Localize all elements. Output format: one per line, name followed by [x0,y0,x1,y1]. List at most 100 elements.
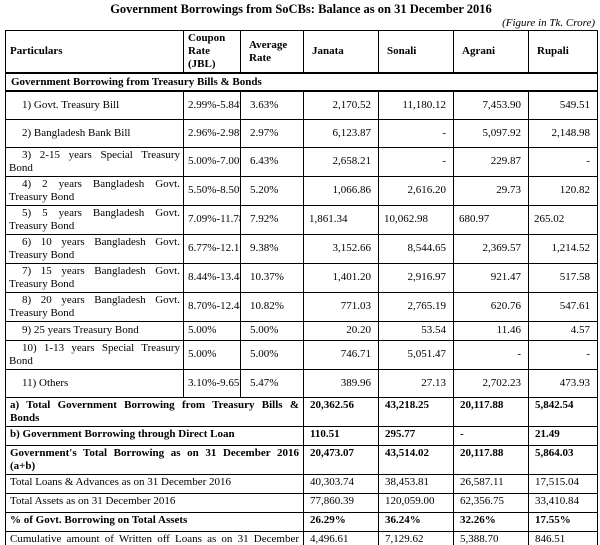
average-rate-value: 10.37% [240,262,304,293]
janata-value: 26.29% [303,511,379,532]
agrani-value: 680.97 [453,204,529,235]
janata-value: 110.51 [303,425,379,446]
row-label: 2) Bangladesh Bank Bill [5,118,184,148]
coupon-rate-value: 5.00%-7.00% [183,146,241,177]
total-treasury-row: a) Total Government Borrowing from Treas… [5,396,598,427]
total-assets-row: Total Assets as on 31 December 2016 77,8… [5,492,598,513]
percent-borrowing-row: % of Govt. Borrowing on Total Assets 26.… [5,511,598,532]
average-rate-value: 5.47% [240,368,304,398]
col-header-sonali: Sonali [378,30,454,74]
agrani-value: - [453,339,529,370]
average-rate-value: 5.00% [240,339,304,370]
table-row: 6) 10 years Bangladesh Govt. Treasury Bo… [5,233,598,264]
row-label: Total Assets as on 31 December 2016 [5,492,304,513]
average-rate-value: 3.63% [240,90,304,120]
rupali-value: 2,148.98 [528,118,598,148]
col-header-janata: Janata [303,30,379,74]
table-row: 11) Others 3.10%-9.65% 5.47% 389.96 27.1… [5,368,598,398]
sonali-value: 38,453.81 [378,473,454,494]
total-loans-row: Total Loans & Advances as on 31 December… [5,473,598,494]
agrani-value: 62,356.75 [453,492,529,513]
janata-value: 746.71 [303,339,379,370]
janata-value: 771.03 [303,291,379,322]
header-row: Particulars Coupon Rate (JBL) Average Ra… [5,30,598,74]
agrani-value: 20,117.88 [453,444,529,475]
coupon-rate-value: 8.70%-12.48% [183,291,241,322]
average-rate-value: 6.43% [240,146,304,177]
table-row: 9) 25 years Treasury Bond 5.00% 5.00% 20… [5,320,598,341]
table-row: 10) 1-13 years Special Treasury Bond 5.0… [5,339,598,370]
table-row: 7) 15 years Bangladesh Govt. Treasury Bo… [5,262,598,293]
row-label: Government's Total Borrowing as on 31 De… [5,444,304,475]
sonali-value: 10,062.98 [378,204,454,235]
col-header-coupon-rate: Coupon Rate (JBL) [183,30,241,74]
janata-value: 2,658.21 [303,146,379,177]
agrani-value: 32.26% [453,511,529,532]
written-off-loans-row: Cumulative amount of Written off Loans a… [5,530,598,545]
agrani-value: 5,388.70 [453,530,529,545]
janata-value: 40,303.74 [303,473,379,494]
sonali-value: 2,616.20 [378,175,454,206]
table-row: 5) 5 years Bangladesh Govt. Treasury Bon… [5,204,598,235]
sonali-value: 8,544.65 [378,233,454,264]
page-title: Government Borrowings from SoCBs: Balanc… [110,2,492,16]
rupali-value: 4.57 [528,320,598,341]
average-rate-value: 2.97% [240,118,304,148]
coupon-rate-value: 5.00% [183,339,241,370]
coupon-rate-value: 3.10%-9.65% [183,368,241,398]
col-header-average-rate: Average Rate [240,30,304,74]
coupon-rate-value: 6.77%-12.16% [183,233,241,264]
row-label: 1) Govt. Treasury Bill [5,90,184,120]
row-label: 11) Others [5,368,184,398]
sonali-value: - [378,118,454,148]
col-header-agrani: Agrani [453,30,529,74]
sonali-value: 27.13 [378,368,454,398]
agrani-value: - [453,425,529,446]
table-row: 1) Govt. Treasury Bill 2.99%-5.84% 3.63%… [5,90,598,120]
row-label: a) Total Government Borrowing from Treas… [5,396,304,427]
average-rate-value: 7.92% [240,204,304,235]
janata-value: 20,473.07 [303,444,379,475]
borrowings-table: Particulars Coupon Rate (JBL) Average Ra… [5,30,598,545]
janata-value: 389.96 [303,368,379,398]
sonali-value: 120,059.00 [378,492,454,513]
row-label: 4) 2 years Bangladesh Govt. Treasury Bon… [5,175,184,206]
row-label: 9) 25 years Treasury Bond [5,320,184,341]
sonali-value: 7,129.62 [378,530,454,545]
table-row: 8) 20 years Bangladesh Govt. Treasury Bo… [5,291,598,322]
coupon-rate-value: 8.44%-13.48% [183,262,241,293]
agrani-value: 2,702.23 [453,368,529,398]
rupali-value: 517.58 [528,262,598,293]
agrani-value: 921.47 [453,262,529,293]
sonali-value: 2,916.97 [378,262,454,293]
sonali-value: 53.54 [378,320,454,341]
table-row: 2) Bangladesh Bank Bill 2.96%-2.98% 2.97… [5,118,598,148]
sonali-value: 2,765.19 [378,291,454,322]
janata-value: 1,401.20 [303,262,379,293]
janata-value: 77,860.39 [303,492,379,513]
agrani-value: 620.76 [453,291,529,322]
row-label: 10) 1-13 years Special Treasury Bond [5,339,184,370]
rupali-value: 33,410.84 [528,492,598,513]
rupali-value: 1,214.52 [528,233,598,264]
section-header: Government Borrowing from Treasury Bills… [5,72,598,92]
agrani-value: 26,587.11 [453,473,529,494]
rupali-value: 5,842.54 [528,396,598,427]
table-row: 4) 2 years Bangladesh Govt. Treasury Bon… [5,175,598,206]
agrani-value: 20,117.88 [453,396,529,427]
grand-total-row: Government's Total Borrowing as on 31 De… [5,444,598,475]
janata-value: 1,861.34 [303,204,379,235]
agrani-value: 7,453.90 [453,90,529,120]
table-row: 3) 2-15 years Special Treasury Bond 5.00… [5,146,598,177]
janata-value: 2,170.52 [303,90,379,120]
janata-value: 6,123.87 [303,118,379,148]
section-header-row: Government Borrowing from Treasury Bills… [5,72,598,92]
row-label: Cumulative amount of Written off Loans a… [5,530,304,545]
coupon-rate-value: 5.50%-8.50% [183,175,241,206]
agrani-value: 2,369.57 [453,233,529,264]
rupali-value: 21.49 [528,425,598,446]
row-label: b) Government Borrowing through Direct L… [5,425,304,446]
sonali-value: 5,051.47 [378,339,454,370]
janata-value: 4,496.61 [303,530,379,545]
